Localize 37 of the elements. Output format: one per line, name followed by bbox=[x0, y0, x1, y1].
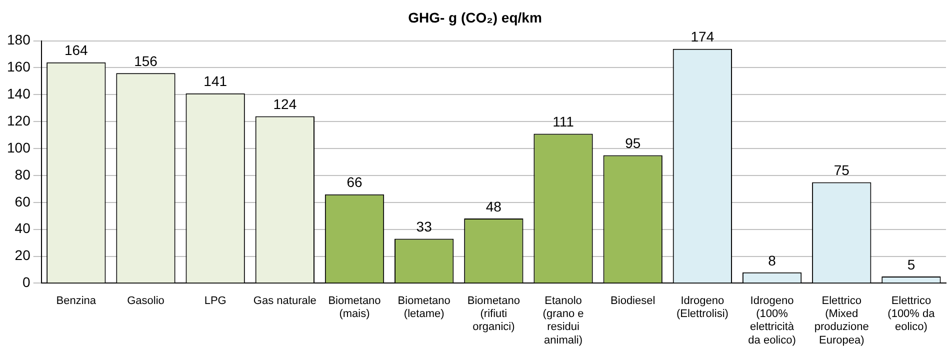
y-tick-label: 0 bbox=[22, 274, 31, 290]
x-tick-label: LPG bbox=[204, 294, 226, 307]
x-tick-label: Benzina bbox=[56, 294, 97, 307]
data-label: 8 bbox=[768, 252, 776, 268]
y-tick-label: 40 bbox=[14, 220, 31, 236]
y-tick-label: 180 bbox=[7, 32, 31, 48]
y-tick-label: 80 bbox=[14, 166, 31, 182]
y-tick-label: 20 bbox=[14, 247, 31, 264]
data-label: 75 bbox=[834, 162, 850, 178]
x-tick-label: Biodiesel bbox=[610, 294, 656, 307]
x-tick-label: Idrogeno (100% elettricità da eolico) bbox=[748, 294, 796, 346]
data-label: 48 bbox=[486, 198, 502, 214]
data-label: 156 bbox=[134, 52, 158, 69]
data-label: 33 bbox=[416, 218, 432, 235]
chart-title: GHG- g (CO₂) eq/km bbox=[408, 9, 542, 26]
x-tick-label: Elettrico (100% da eolico) bbox=[888, 294, 936, 334]
x-tick-label: Idrogeno (Elettrolisi) bbox=[676, 294, 728, 320]
data-label: 174 bbox=[690, 28, 714, 45]
x-tick-label: Biometano (rifiuti organici) bbox=[467, 294, 520, 334]
x-tick-label: Biometano (letame) bbox=[398, 294, 450, 320]
x-tick-label: Biometano (mais) bbox=[328, 294, 381, 320]
data-label: 141 bbox=[204, 73, 228, 90]
data-label: 95 bbox=[625, 135, 641, 152]
y-tick-label: 140 bbox=[7, 86, 31, 102]
x-tick-label: Gasolio bbox=[127, 294, 164, 307]
data-label: 111 bbox=[552, 114, 574, 130]
y-tick-label: 160 bbox=[7, 58, 31, 75]
x-tick-label: Gas naturale bbox=[253, 294, 316, 307]
y-tick-label: 120 bbox=[7, 112, 31, 128]
data-label: 124 bbox=[273, 96, 297, 112]
data-label: 5 bbox=[907, 256, 916, 272]
y-tick-label: 60 bbox=[14, 193, 31, 210]
data-label: 66 bbox=[346, 174, 362, 190]
y-tick-label: 100 bbox=[7, 139, 31, 156]
x-tick-label: Etanolo (grano e residui animali) bbox=[542, 294, 584, 346]
x-tick-label: Elettrico (Mixed produzione Europea) bbox=[814, 294, 869, 346]
data-label: 164 bbox=[64, 42, 88, 58]
